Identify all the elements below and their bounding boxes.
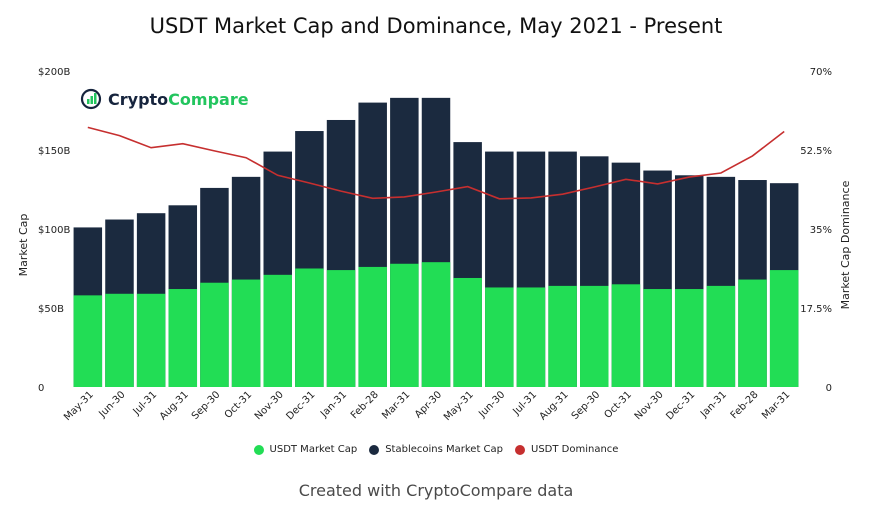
bars-group xyxy=(73,97,799,388)
x-tick-label: Sep-30 xyxy=(570,389,603,422)
x-tick-label: Dec-31 xyxy=(285,389,318,422)
usdt-bar xyxy=(611,284,641,387)
usdt-bar xyxy=(326,270,356,387)
x-tick-label: Mar-31 xyxy=(380,389,412,421)
usdt-bar xyxy=(485,287,514,387)
legend-item[interactable]: USDT Market Cap xyxy=(253,444,358,455)
usdt-bar xyxy=(674,289,704,387)
x-tick-label: May-31 xyxy=(62,389,96,423)
logo-text-crypto: Crypto xyxy=(108,89,169,109)
x-tick-label: Feb-28 xyxy=(729,389,761,421)
usdt-bar xyxy=(390,263,419,387)
x-tick-label: Jun-30 xyxy=(476,389,507,420)
legend-swatch xyxy=(253,444,264,455)
y-tick-label: $150B xyxy=(38,146,70,157)
chart-logo-icon xyxy=(80,88,102,110)
x-tick-label: Nov-30 xyxy=(253,389,286,422)
usdt-bar xyxy=(643,289,672,387)
legend-label: Stablecoins Market Cap xyxy=(385,444,504,455)
usdt-bar xyxy=(453,277,482,387)
left-axis-ticks: 0 $50B $100B $150B $200B xyxy=(38,67,70,394)
usdt-bar xyxy=(263,274,292,387)
usdt-bar xyxy=(548,285,577,387)
legend-item[interactable]: Stablecoins Market Cap xyxy=(369,444,503,455)
x-tick-label: May-31 xyxy=(442,389,476,423)
usdt-bar xyxy=(706,285,736,387)
y-axis-label: Market Cap xyxy=(17,214,30,277)
logo-text: CryptoCompare xyxy=(108,90,249,109)
legend-label: USDT Dominance xyxy=(531,444,619,455)
y-tick-label: $50B xyxy=(38,304,64,315)
usdt-bar xyxy=(738,279,767,387)
y2-tick-label: 52.5% xyxy=(800,146,832,157)
usdt-bar xyxy=(105,293,134,387)
x-tick-label: Oct-31 xyxy=(223,389,255,421)
usdt-bar xyxy=(231,279,261,387)
x-tick-label: Jul-31 xyxy=(511,389,540,418)
legend-swatch xyxy=(369,444,380,455)
usdt-bar xyxy=(295,268,324,387)
y2-axis-label: Market Cap Dominance xyxy=(839,180,852,309)
usdt-bar xyxy=(358,266,387,387)
usdt-bar xyxy=(516,287,546,387)
chart-title: USDT Market Cap and Dominance, May 2021 … xyxy=(149,14,723,38)
x-tick-label: Oct-31 xyxy=(602,389,634,421)
y-tick-label: $100B xyxy=(38,225,70,236)
x-tick-label: Jan-31 xyxy=(698,389,729,420)
x-tick-label: Feb-28 xyxy=(349,389,381,421)
usdt-bar xyxy=(73,295,103,387)
legend: USDT Market Cap Stablecoins Market Cap USD… xyxy=(0,444,872,455)
x-tick-label: Jun-30 xyxy=(97,389,128,420)
legend-item[interactable]: USDT Dominance xyxy=(515,444,618,455)
y2-tick-label: 70% xyxy=(810,67,832,78)
x-tick-label: Aug-31 xyxy=(158,389,191,422)
usdt-bar xyxy=(200,282,229,387)
x-tick-label: Nov-30 xyxy=(633,389,666,422)
x-tick-label: Aug-31 xyxy=(538,389,571,422)
logo-text-compare: Compare xyxy=(168,89,249,109)
dominance-line-group xyxy=(87,126,785,200)
x-tick-label: Jan-31 xyxy=(318,389,349,420)
legend-swatch xyxy=(515,444,526,455)
x-tick-label: Dec-31 xyxy=(664,389,697,422)
y2-tick-label: 17.5% xyxy=(800,304,832,315)
x-tick-label: Sep-30 xyxy=(190,389,223,422)
legend-label: USDT Market Cap xyxy=(269,444,358,455)
x-tick-label: Mar-31 xyxy=(760,389,792,421)
y-tick-label: $200B xyxy=(38,67,70,78)
usdt-bar xyxy=(168,289,198,387)
y2-tick-label: 0 xyxy=(826,383,832,394)
usdt-bar xyxy=(580,285,609,387)
footer-credit: Created with CryptoCompare data xyxy=(298,481,574,500)
y-tick-label: 0 xyxy=(38,383,44,394)
y2-tick-label: 35% xyxy=(810,225,832,236)
cryptocompare-logo: CryptoCompare xyxy=(80,88,249,110)
right-axis-ticks: 0 17.5% 35% 52.5% 70% xyxy=(800,67,832,394)
usdt-bar xyxy=(136,293,166,387)
dominance-line xyxy=(87,126,785,200)
x-tick-label: Jul-31 xyxy=(131,389,160,418)
usdt-bar xyxy=(769,270,799,387)
usdt-bar xyxy=(421,262,451,387)
x-tick-label: Apr-30 xyxy=(413,389,444,420)
